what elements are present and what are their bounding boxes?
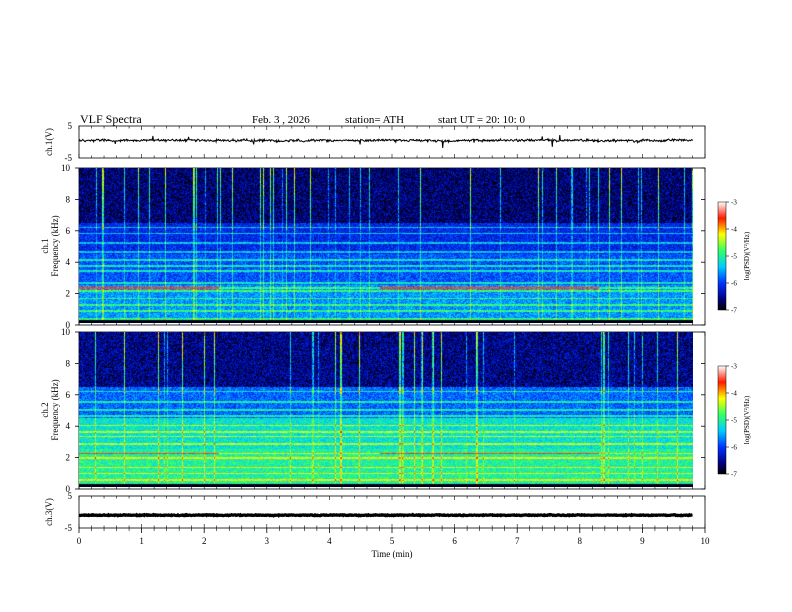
ch1-colorbar-label: log(PSD)(V²/Hz) (743, 231, 751, 280)
time-tick-label: 9 (640, 536, 645, 546)
freq-tick-label: 0 (66, 484, 71, 494)
station-label: station= ATH (345, 114, 404, 126)
date-label: Feb. 3 , 2026 (252, 114, 310, 126)
ch1-waveform-line (78, 135, 693, 149)
ch3-ylabel: ch.3(V) (44, 498, 54, 526)
ch3-waveform-line (78, 512, 693, 518)
ch1-panel: 5 -5 ch.1(V) (44, 121, 706, 163)
freq-tick-label: 10 (61, 327, 71, 337)
start-time-label: start UT = 20: 10: 0 (438, 114, 525, 126)
freq-tick-label: 10 (61, 163, 71, 173)
freq-tick-label: 6 (66, 390, 71, 400)
time-tick-label: 7 (515, 536, 520, 546)
ch1-colorbar: -3 -4 -5 -6 -7 log(PSD)(V²/Hz) (717, 199, 751, 315)
ch2-spec-ylabel-freq: Frequency (kHz) (50, 379, 60, 440)
ch2-colorbar: -3 -4 -5 -6 -7 log(PSD)(V²/Hz) (717, 363, 751, 479)
time-tick-label: 2 (202, 536, 207, 546)
ch1-colorbar-bar (717, 201, 727, 311)
time-tick-label: 0 (77, 536, 82, 546)
freq-tick-label: 8 (66, 358, 71, 368)
time-tick-label: 4 (327, 536, 332, 546)
colorbar-tick-label: -7 (731, 471, 737, 479)
ch1-ytick-top: 5 (68, 121, 73, 131)
colorbar-tick-label: -4 (731, 226, 737, 234)
freq-tick-label: 6 (66, 226, 71, 236)
freq-tick-label: 2 (66, 453, 71, 463)
ch2-spec-ylabel-channel: ch.2 (40, 402, 50, 417)
colorbar-tick-label: -6 (731, 444, 737, 452)
colorbar-tick-label: -6 (731, 280, 737, 288)
time-tick-label: 3 (265, 536, 270, 546)
ch1-spectrogram-image (79, 168, 693, 323)
ch3-frame (78, 495, 706, 529)
freq-tick-label: 4 (66, 257, 71, 267)
ch3-ytick-top: 5 (68, 491, 73, 501)
colorbar-tick-label: -7 (731, 307, 737, 315)
time-axis: 0 1 2 3 4 5 6 7 8 9 10 (77, 126, 710, 546)
ch1-spectrogram-panel: 0 2 4 6 8 10 ch.1 Frequency (kHz) -3 -4 -5 -6 -7 … (40, 163, 751, 330)
freq-tick-label: 2 (66, 289, 71, 299)
figure-title: VLF Spectra (80, 112, 142, 126)
ch1-ytick-bottom: -5 (65, 153, 73, 163)
colorbar-tick-label: -5 (731, 417, 737, 425)
freq-tick-label: 8 (66, 194, 71, 204)
ch3-panel: 5 -5 ch.3(V) (44, 491, 706, 533)
ch2-spectrogram-image (79, 332, 693, 487)
freq-tick-label: 0 (66, 320, 71, 330)
ch1-spec-ylabel-freq: Frequency (kHz) (50, 215, 60, 276)
colorbar-tick-label: -4 (731, 390, 737, 398)
colorbar-tick-label: -5 (731, 253, 737, 261)
ch1-frame (78, 125, 706, 159)
time-tick-label: 6 (452, 536, 457, 546)
colorbar-tick-label: -3 (731, 199, 737, 207)
colorbar-tick-label: -3 (731, 363, 737, 371)
time-tick-label: 8 (578, 536, 583, 546)
ch2-colorbar-bar (717, 365, 727, 475)
time-axis-label: Time (min) (372, 549, 413, 559)
ch2-spectrogram-panel: 0 2 4 6 8 10 ch.2 Frequency (kHz) -3 -4 -5 -6 -7 … (40, 327, 751, 494)
ch1-spec-ylabel-channel: ch.1 (40, 238, 50, 253)
ch2-colorbar-label: log(PSD)(V²/Hz) (743, 395, 751, 444)
freq-tick-label: 4 (66, 421, 71, 431)
ch3-ytick-bottom: -5 (65, 523, 73, 533)
time-tick-label: 5 (390, 536, 395, 546)
ch1-ylabel: ch.1(V) (44, 128, 54, 156)
time-tick-label: 1 (139, 536, 144, 546)
time-tick-label: 10 (701, 536, 711, 546)
